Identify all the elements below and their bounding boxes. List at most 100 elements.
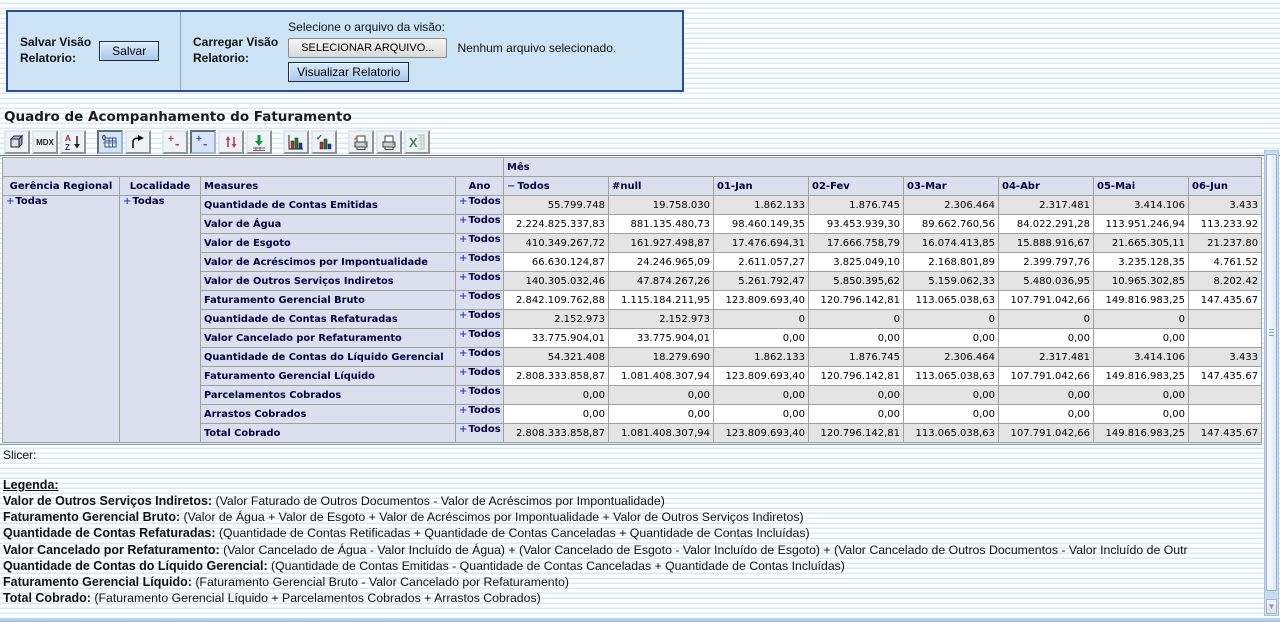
value-cell: 2.808.333.858,87 (503, 366, 609, 386)
drill-expand-icon[interactable]: + (459, 348, 468, 360)
value-cell: 3.414.106 (1093, 195, 1189, 215)
legend-formula: (Faturamento Gerencial Líquido + Parcela… (90, 591, 541, 606)
measure-label-cell: Valor de Acréscimos por Impontualidade (200, 252, 456, 272)
file-status-text: Nenhum arquivo selecionado. (457, 41, 617, 55)
excel-export-button[interactable]: X (404, 130, 430, 154)
drill-expand-icon[interactable]: + (459, 310, 468, 322)
drill-expand-icon[interactable]: + (459, 272, 468, 284)
value-cell: 123.809.693,40 (713, 290, 809, 310)
value-cell: 89.662.760,56 (903, 214, 999, 234)
scrollbar-thumb[interactable] (1266, 154, 1277, 591)
measure-label-cell: Valor de Esgoto (200, 233, 456, 253)
measure-label-cell: Valor de Outros Serviços Indiretos (200, 271, 456, 291)
print-button[interactable] (376, 130, 402, 154)
drill-replace-button[interactable] (218, 130, 244, 154)
member-label: Todos (468, 386, 501, 398)
value-cell: 120.796.142,81 (808, 290, 904, 310)
value-cell: 113.065.038,63 (903, 366, 999, 386)
drill-expand-icon[interactable]: + (459, 234, 468, 246)
measure-label-cell: Parcelamentos Cobrados (200, 385, 456, 405)
cube-navigator-button[interactable] (4, 130, 30, 154)
measure-label-cell: Valor Cancelado por Refaturamento (200, 328, 456, 348)
load-view-section: Carregar Visão Relatorio: Selecione o ar… (181, 12, 682, 90)
measure-label-cell: Arrastos Cobrados (200, 404, 456, 424)
drill-position-button[interactable]: + - (190, 130, 216, 154)
legend-line: Valor de Outros Serviços Indiretos: (Val… (3, 493, 1262, 509)
legend-formula: (Quantidade de Contas Retificadas + Quan… (215, 526, 810, 541)
collapse-icon[interactable]: − (507, 180, 516, 192)
value-cell: 147.435.67 (1187, 290, 1262, 310)
drill-expand-icon[interactable]: + (123, 196, 132, 208)
legend-term: Faturamento Gerencial Líquido: (3, 575, 192, 590)
measure-label-cell: Valor de Água (200, 214, 456, 234)
table-row: Valor de Outros Serviços Indiretos +Todos… (3, 271, 1262, 291)
show-spans-button[interactable]: 0 (97, 130, 123, 154)
save-button[interactable]: Salvar (99, 41, 160, 61)
page-title: Quadro de Acompanhamento do Faturamento (4, 109, 352, 125)
value-cell: 2.306.464 (903, 347, 999, 367)
drill-expand-icon[interactable]: + (459, 367, 468, 379)
svg-text:+: + (168, 134, 174, 145)
drill-expand-icon[interactable]: + (459, 253, 468, 265)
column-header-jan: 01-Jan (713, 176, 809, 196)
chart-config-icon: ✓ (316, 133, 332, 150)
drill-expand-icon[interactable]: + (459, 424, 468, 436)
value-cell: 3.433 (1187, 347, 1262, 367)
table-row: +Todas +Todas Quantidade de Contas Emitida… (2, 195, 1262, 443)
value-cell: 0,00 (713, 404, 809, 424)
view-report-button[interactable]: Visualizar Relatorio (288, 62, 410, 82)
svg-text:✓: ✓ (316, 133, 323, 142)
value-cell: 84.022.291,28 (998, 214, 1094, 234)
value-cell: 0 (998, 309, 1094, 329)
form-divider (180, 12, 181, 90)
axis-header-row: Mês (2, 157, 1262, 177)
value-cell: 113.065.038,63 (903, 423, 999, 443)
drill-expand-icon[interactable]: + (459, 405, 468, 417)
value-cell: 10.965.302,85 (1093, 271, 1189, 291)
value-cell: 47.874.267,26 (608, 271, 714, 291)
svg-text:+: + (196, 134, 202, 145)
select-file-button[interactable]: SELECIONAR ARQUIVO... (288, 38, 448, 58)
column-header-null: #null (608, 176, 714, 196)
mdx-editor-button[interactable]: MDX (32, 130, 58, 154)
drill-expand-icon[interactable]: + (6, 196, 15, 208)
drill-through-button[interactable] (246, 130, 272, 154)
value-cell: 3.825.049,10 (808, 252, 904, 272)
dimension-member-cell: +Todas (119, 195, 201, 443)
print-config-button[interactable] (348, 130, 374, 154)
ano-member-cell: +Todos (455, 385, 504, 405)
chart-config-button[interactable]: ✓ (311, 130, 337, 154)
member-label: Todas (132, 196, 165, 208)
table-row: Quantidade de Contas Refaturadas +Todos 2.… (3, 309, 1262, 329)
save-view-section: Salvar Visão Relatorio: Salvar (8, 12, 180, 90)
value-cell: 0,00 (608, 404, 714, 424)
value-cell: 0,00 (808, 385, 904, 405)
legend-term: Valor de Outros Serviços Indiretos: (3, 494, 213, 508)
corner-cell (2, 157, 504, 177)
chart-icon (288, 135, 303, 150)
value-cell: 55.799.748 (503, 195, 609, 215)
value-cell: 107.791.042,66 (998, 366, 1094, 386)
drill-expand-icon[interactable]: + (459, 196, 468, 208)
chart-button[interactable] (283, 130, 309, 154)
value-cell: 1.862.133 (713, 347, 809, 367)
drill-expand-icon[interactable]: + (459, 386, 468, 398)
drill-member-button[interactable]: + - (162, 130, 188, 154)
value-cell: 0,00 (503, 385, 609, 405)
swap-axes-button[interactable] (125, 130, 151, 154)
slicer-label: Slicer: (3, 448, 37, 462)
value-cell: 113.951.246,94 (1093, 214, 1189, 234)
value-cell: 21.665.305,11 (1093, 233, 1189, 253)
ano-member-cell: +Todos (455, 290, 504, 310)
column-header-todos: − Todos (503, 176, 609, 196)
drill-member-icon: + - (168, 134, 179, 151)
drill-expand-icon[interactable]: + (459, 291, 468, 303)
scroll-down-button[interactable]: ▼ (1266, 599, 1277, 614)
value-cell: 161.927.498,87 (608, 233, 714, 253)
drill-expand-icon[interactable]: + (459, 329, 468, 341)
drill-expand-icon[interactable]: + (459, 215, 468, 227)
table-row: Arrastos Cobrados +Todos 0,00 0,00 0,00 0,00 0… (3, 404, 1262, 424)
vertical-scrollbar[interactable]: ▼ (1264, 150, 1279, 616)
